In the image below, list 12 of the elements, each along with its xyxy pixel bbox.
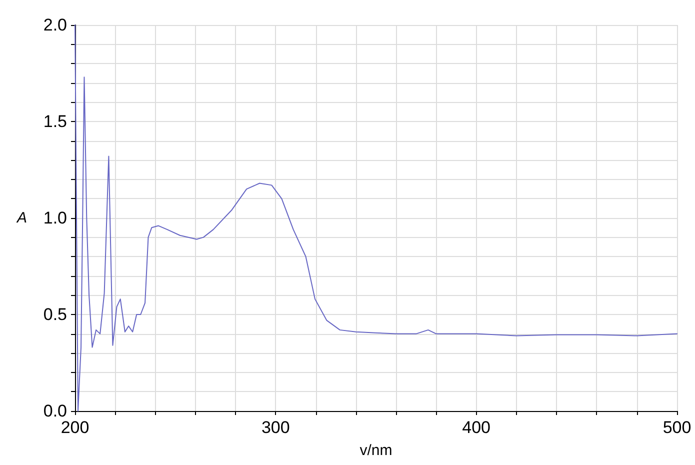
line-series <box>74 24 678 412</box>
y-tick-label: 1.5 <box>43 112 67 131</box>
x-tick-label: 300 <box>261 418 290 437</box>
x-tick-label: 500 <box>662 418 692 437</box>
x-axis-title: v/nm <box>360 442 392 459</box>
y-tick-label: 0.5 <box>43 305 67 324</box>
y-tick-label: 2.0 <box>43 16 67 34</box>
x-tick-label: 200 <box>60 418 90 437</box>
y-tick-label: 1.0 <box>43 208 67 228</box>
y-tick-label: 0.0 <box>43 402 67 420</box>
y-axis-title: A <box>16 210 27 226</box>
x-tick-label: 400 <box>462 418 491 437</box>
